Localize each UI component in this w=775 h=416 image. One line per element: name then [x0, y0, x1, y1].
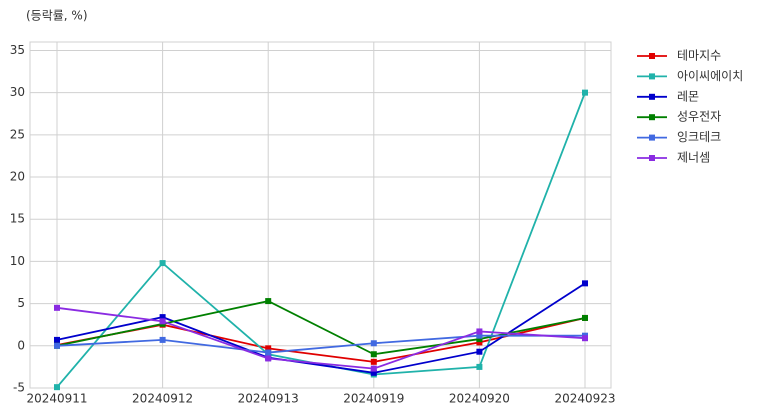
x-tick-label: 20240912 — [132, 392, 193, 406]
y-tick-label: 15 — [10, 212, 25, 226]
legend-label: 잉크테크 — [677, 130, 721, 144]
legend-label: 레몬 — [677, 89, 699, 103]
series-line — [56, 282, 586, 374]
legend-label: 성우전자 — [677, 110, 721, 124]
point — [370, 340, 377, 347]
y-tick-label: 5 — [17, 296, 25, 310]
point — [476, 336, 483, 343]
series-line — [56, 92, 586, 388]
point — [54, 384, 60, 391]
point — [582, 335, 588, 342]
legend-marker — [649, 155, 655, 161]
point — [159, 318, 166, 325]
point — [54, 342, 60, 349]
point — [582, 314, 588, 321]
series-line — [56, 306, 586, 370]
point — [370, 369, 377, 376]
point — [476, 348, 483, 355]
point — [582, 280, 588, 287]
series-line — [56, 334, 585, 354]
y-axis-label: (등락률, %) — [26, 9, 88, 23]
point — [54, 336, 60, 343]
y-tick-label: 20 — [10, 170, 25, 184]
x-tick-label: 20240923 — [554, 392, 615, 406]
legend-label: 아이씨에이치 — [677, 69, 743, 83]
series-line — [56, 317, 586, 363]
point — [159, 314, 166, 321]
point — [370, 365, 377, 372]
point — [265, 349, 272, 356]
y-tick-label: 35 — [10, 43, 25, 57]
point — [476, 328, 483, 335]
point — [265, 355, 272, 362]
point — [476, 363, 483, 370]
x-tick-label: 20240919 — [343, 392, 404, 406]
point — [54, 304, 60, 311]
y-tick-label: -5 — [13, 381, 25, 395]
y-tick-label: 0 — [17, 338, 25, 352]
legend-marker — [649, 73, 655, 80]
point — [582, 89, 588, 96]
y-tick-label: 30 — [10, 85, 25, 99]
point — [476, 332, 483, 339]
x-tick-label: 20240920 — [449, 392, 510, 406]
point — [159, 336, 166, 343]
legend-marker — [649, 53, 655, 59]
legend-marker — [649, 114, 655, 121]
point — [159, 260, 166, 267]
point — [370, 358, 377, 365]
point — [265, 345, 272, 352]
point — [476, 339, 483, 346]
x-tick-label: 20240913 — [238, 392, 299, 406]
x-tick-label: 20240911 — [26, 392, 87, 406]
legend-label: 테마지수 — [677, 49, 721, 63]
legend-marker — [649, 134, 655, 141]
y-tick-label: 25 — [10, 127, 25, 141]
point — [370, 351, 377, 358]
legend-marker — [649, 93, 655, 100]
legend-label: 제너셈 — [677, 151, 710, 165]
y-tick-label: 10 — [10, 254, 25, 268]
point — [265, 298, 272, 305]
